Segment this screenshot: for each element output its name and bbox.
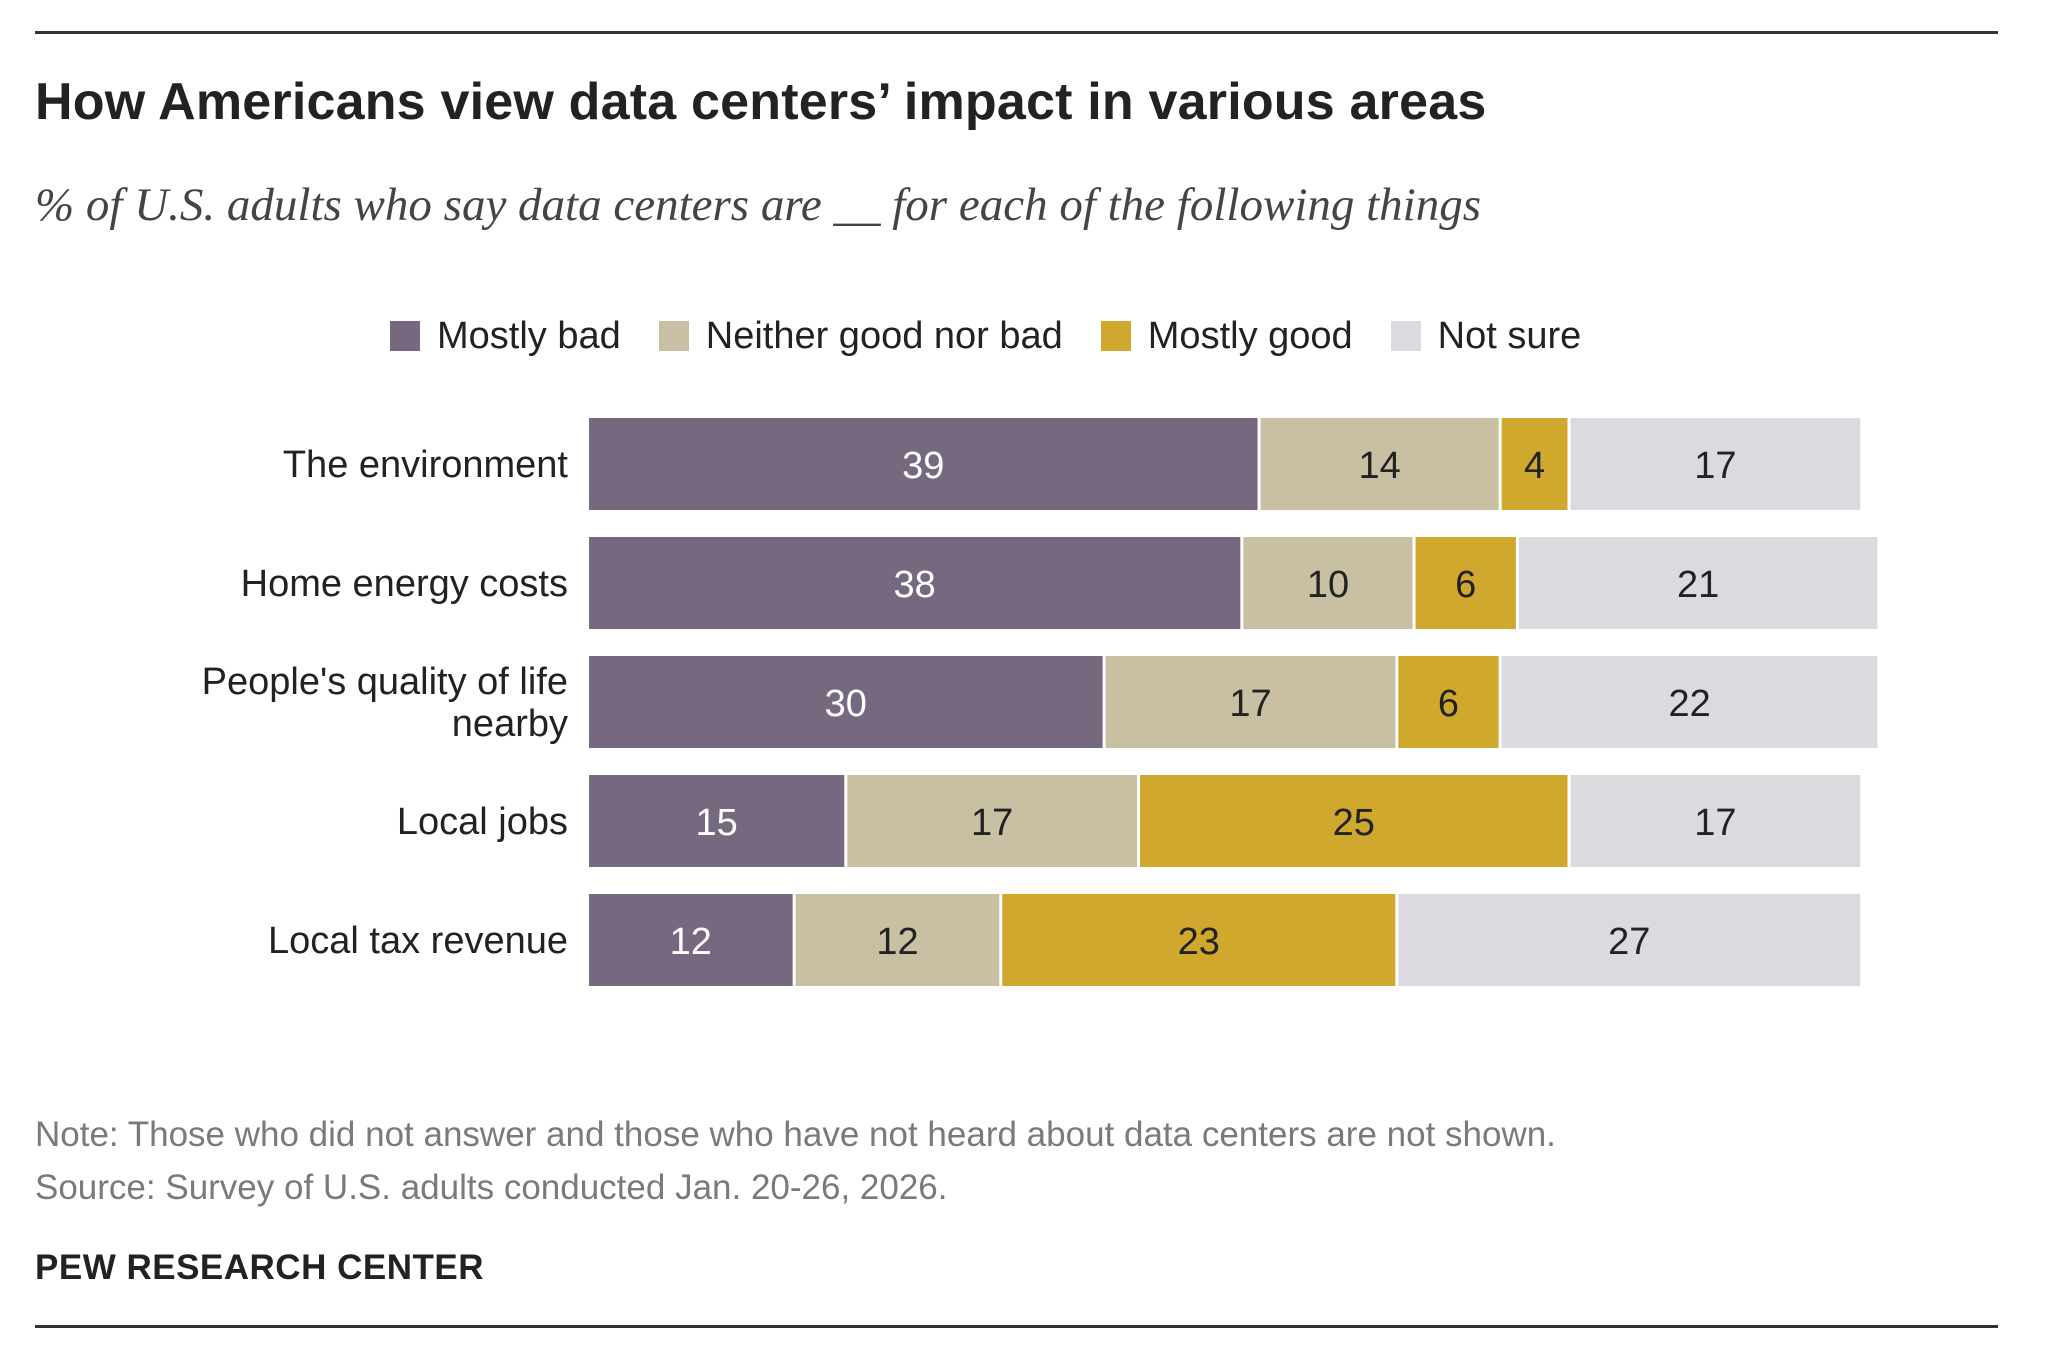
category-label-home-energy-costs: Home energy costs bbox=[241, 563, 568, 605]
data-label-mostly-bad-home-energy-costs: 38 bbox=[894, 564, 936, 606]
data-label-not-sure-local-jobs: 17 bbox=[1694, 802, 1736, 844]
bar-mostly-good-local-tax-revenue bbox=[1002, 894, 1396, 986]
data-label-mostly-good-the-environment: 4 bbox=[1524, 445, 1545, 487]
data-label-neither-good-nor-bad-people-s-quality-of-life-nearby: 17 bbox=[1229, 683, 1271, 725]
data-label-mostly-good-local-tax-revenue: 23 bbox=[1178, 921, 1220, 963]
category-label-line: nearby bbox=[452, 703, 568, 745]
chart-title: How Americans view data centers’ impact … bbox=[35, 73, 1487, 131]
legend-item-mostly-good: Mostly good bbox=[1100, 314, 1353, 358]
data-label-mostly-bad-the-environment: 39 bbox=[902, 445, 944, 487]
brand-logo-text: PEW RESEARCH CENTER bbox=[35, 1248, 484, 1287]
data-label-not-sure-the-environment: 17 bbox=[1694, 445, 1736, 487]
bar-not-sure-people-s-quality-of-life-nearby bbox=[1501, 656, 1878, 748]
bar-mostly-good-the-environment bbox=[1501, 418, 1568, 510]
category-label-local-jobs: Local jobs bbox=[397, 801, 568, 843]
data-label-mostly-good-home-energy-costs: 6 bbox=[1455, 564, 1476, 606]
category-label-line: People's quality of life bbox=[202, 661, 568, 703]
bar-not-sure-local-jobs bbox=[1570, 775, 1861, 867]
bar-mostly-good-people-s-quality-of-life-nearby bbox=[1398, 656, 1499, 748]
bar-mostly-bad-the-environment bbox=[589, 418, 1258, 510]
category-label-line: Home energy costs bbox=[241, 563, 568, 605]
note-text: Note: Those who did not answer and those… bbox=[35, 1115, 1556, 1154]
data-label-mostly-good-local-jobs: 25 bbox=[1333, 802, 1375, 844]
bar-mostly-good-home-energy-costs bbox=[1415, 537, 1516, 629]
bar-neither-good-nor-bad-people-s-quality-of-life-nearby bbox=[1105, 656, 1396, 748]
top-rule bbox=[35, 31, 1998, 34]
data-label-mostly-good-people-s-quality-of-life-nearby: 6 bbox=[1438, 683, 1459, 725]
bar-not-sure-the-environment bbox=[1570, 418, 1861, 510]
bar-neither-good-nor-bad-the-environment bbox=[1260, 418, 1499, 510]
category-label-line: Local jobs bbox=[397, 801, 568, 843]
data-label-mostly-bad-local-tax-revenue: 12 bbox=[670, 921, 712, 963]
legend-label-neither: Neither good nor bad bbox=[705, 314, 1063, 357]
legend-item-mostly-bad: Mostly bad bbox=[390, 315, 621, 358]
data-label-mostly-bad-local-jobs: 15 bbox=[696, 802, 738, 844]
category-label-line: The environment bbox=[283, 444, 569, 486]
legend-swatch-not-sure bbox=[1390, 321, 1421, 351]
data-label-neither-good-nor-bad-home-energy-costs: 10 bbox=[1307, 564, 1349, 606]
legend-swatch-mostly-good bbox=[1100, 321, 1131, 351]
legend-label-mostly-good: Mostly good bbox=[1147, 314, 1353, 357]
bottom-rule bbox=[35, 1325, 1998, 1328]
category-label-the-environment: The environment bbox=[283, 444, 569, 486]
bar-not-sure-home-energy-costs bbox=[1518, 537, 1878, 629]
category-label-line: Local tax revenue bbox=[268, 920, 568, 962]
bar-mostly-bad-local-jobs bbox=[589, 775, 845, 867]
legend: Mostly bad Neither good nor bad Mostly g… bbox=[390, 312, 1619, 360]
legend-label-not-sure: Not sure bbox=[1437, 314, 1582, 357]
data-label-not-sure-local-tax-revenue: 27 bbox=[1608, 921, 1650, 963]
bar-mostly-bad-home-energy-costs bbox=[589, 537, 1241, 629]
legend-swatch-mostly-bad bbox=[390, 321, 420, 351]
legend-swatch-neither bbox=[658, 321, 689, 351]
bar-mostly-bad-local-tax-revenue bbox=[589, 894, 793, 986]
footnote: Note: Those who did not answer and those… bbox=[35, 1108, 1556, 1214]
data-label-neither-good-nor-bad-local-jobs: 17 bbox=[971, 802, 1013, 844]
data-label-mostly-bad-people-s-quality-of-life-nearby: 30 bbox=[825, 683, 867, 725]
data-label-neither-good-nor-bad-the-environment: 14 bbox=[1358, 445, 1400, 487]
data-label-not-sure-people-s-quality-of-life-nearby: 22 bbox=[1668, 683, 1710, 725]
legend-item-neither: Neither good nor bad bbox=[658, 314, 1063, 358]
data-label-neither-good-nor-bad-local-tax-revenue: 12 bbox=[876, 921, 918, 963]
source-text: Source: Survey of U.S. adults conducted … bbox=[35, 1168, 948, 1207]
bar-not-sure-local-tax-revenue bbox=[1398, 894, 1861, 986]
legend-item-not-sure: Not sure bbox=[1390, 314, 1582, 358]
bar-neither-good-nor-bad-home-energy-costs bbox=[1243, 537, 1413, 629]
bar-neither-good-nor-bad-local-tax-revenue bbox=[795, 894, 1000, 986]
chart-subtitle: % of U.S. adults who say data centers ar… bbox=[35, 179, 1482, 231]
data-label-not-sure-home-energy-costs: 21 bbox=[1677, 564, 1719, 606]
bar-mostly-bad-people-s-quality-of-life-nearby bbox=[589, 656, 1103, 748]
bar-neither-good-nor-bad-local-jobs bbox=[847, 775, 1138, 867]
bar-mostly-good-local-jobs bbox=[1140, 775, 1568, 867]
legend-label-mostly-bad: Mostly bad bbox=[437, 314, 621, 357]
category-label-local-tax-revenue: Local tax revenue bbox=[268, 920, 568, 962]
category-label-people-s-quality-of-life-nearby: People's quality of life nearby bbox=[202, 661, 568, 745]
